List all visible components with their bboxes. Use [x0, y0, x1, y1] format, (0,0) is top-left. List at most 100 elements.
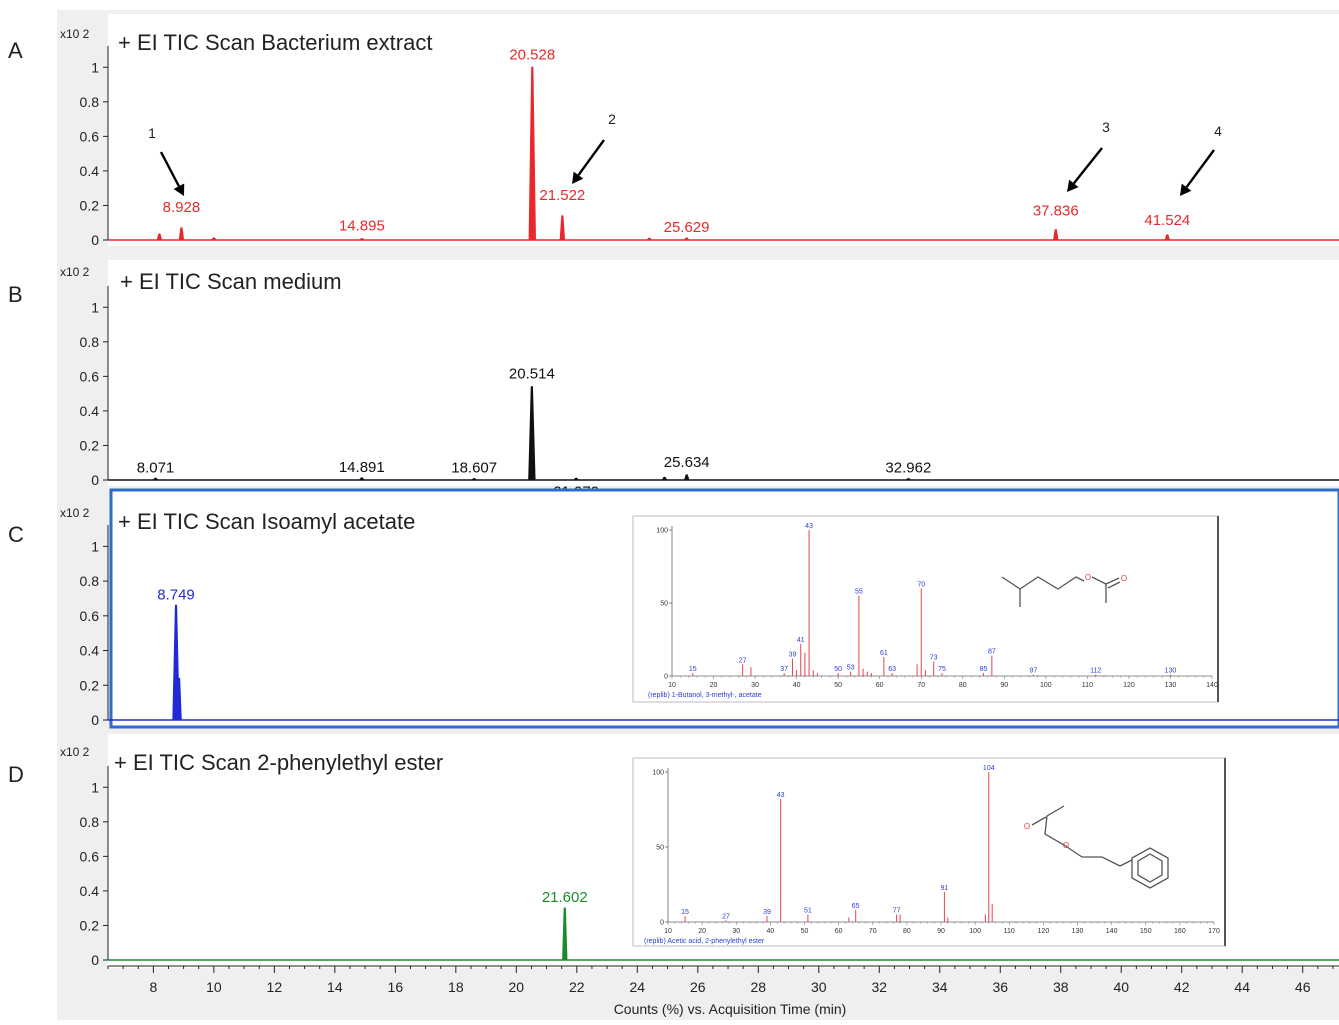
plot-area-a — [108, 14, 1339, 246]
x-tick-label: 10 — [206, 979, 222, 995]
arrow-shaft — [577, 139, 605, 176]
y-tick-label: 0 — [91, 952, 99, 968]
inset-x-tick-label: 20 — [710, 682, 718, 689]
bond-chain — [1001, 576, 1085, 590]
inset-x-tick-label: 120 — [1123, 682, 1135, 689]
peak-label: 25.629 — [664, 219, 710, 236]
ms-peak-label: 37 — [780, 666, 788, 673]
trace-peak — [358, 477, 366, 481]
y-tick-label: 0.6 — [80, 128, 100, 144]
trace-peak — [152, 477, 159, 481]
peak-label: 14.895 — [339, 218, 385, 235]
y-axis-d: 0 0.2 0.4 0.6 0.8 1 — [80, 766, 109, 968]
panel-c: C x10 2 + EI TIC Scan Isoamyl acetate 00… — [8, 488, 1339, 729]
y-tick-label: 0.8 — [80, 334, 100, 350]
y-axis-b: 0 0.2 0.4 0.6 0.8 1 — [80, 286, 109, 488]
inset-y-tick-label: 100 — [652, 770, 664, 777]
trace-peak — [562, 907, 568, 961]
inset-x-tick-label: 80 — [903, 928, 911, 935]
benzene-ring — [1131, 847, 1169, 889]
inset-x-tick-label: 40 — [793, 682, 801, 689]
bond-carbonyl — [1031, 816, 1047, 826]
arrow-number: 3 — [1102, 119, 1110, 135]
peak-labels-c: 8.749 — [157, 586, 195, 603]
inset-y-tick-label: 0 — [664, 674, 668, 681]
x-tick-label: 40 — [1113, 979, 1129, 995]
bond-link — [1119, 859, 1133, 867]
peak-label: 20.528 — [509, 46, 555, 63]
y-tick-label: 0.2 — [80, 197, 100, 213]
chart-title-d: + EI TIC Scan 2-phenylethyl ester — [114, 750, 443, 775]
x-axis-label: Counts (%) vs. Acquisition Time (min) — [614, 1001, 847, 1017]
peak-label: 21.602 — [542, 889, 588, 906]
chart-title-b: + EI TIC Scan medium — [120, 269, 342, 294]
panel-letter-b: B — [8, 282, 23, 307]
inset-x-tick-label: 30 — [751, 682, 759, 689]
y-tick-label: 0.4 — [80, 643, 100, 659]
arrow-number: 4 — [1214, 123, 1222, 139]
ms-peak-label: 63 — [888, 666, 896, 673]
peak-label: 21.522 — [539, 187, 585, 204]
ms-peak-label: 41 — [797, 637, 805, 644]
trace-peak — [646, 237, 653, 241]
y-tick-label: 0.8 — [80, 94, 100, 110]
y-multiplier-b: x10 2 — [60, 265, 90, 279]
inset-frame — [632, 757, 1226, 947]
peak-label: 41.524 — [1144, 212, 1190, 229]
mass-spectrum-inset-d: 0 50 100 10 20 30 40 50 60 70 80 90 100 110 120 130 140 1… — [632, 757, 1226, 947]
x-tick-label: 24 — [630, 979, 646, 995]
peak-label: 20.514 — [509, 366, 555, 383]
trace-a — [108, 66, 1339, 241]
peak-label: 32.962 — [885, 460, 931, 477]
panel-b: B x10 2 + EI TIC Scan medium 00.20.40.60… — [8, 260, 1339, 500]
x-tick-label: 12 — [267, 979, 283, 995]
trace-peak — [572, 477, 580, 481]
trace-peak — [156, 233, 163, 241]
trace-peak — [559, 215, 566, 241]
y-tick-label: 0.6 — [80, 368, 100, 384]
panel-letter-c: C — [8, 522, 24, 547]
inset-x-tick-label: 60 — [876, 682, 884, 689]
y-tick-label: 0 — [91, 712, 99, 728]
trace-peak — [1052, 229, 1059, 241]
trace-peak — [904, 478, 912, 481]
y-tick-label: 0.4 — [80, 883, 100, 899]
y-tick-label: 0.6 — [80, 848, 100, 864]
y-tick-label: 0.4 — [80, 163, 100, 179]
ms-peak-label: 39 — [763, 909, 771, 916]
y-axis-a: 0 0.2 0.4 0.6 0.8 1 — [80, 46, 109, 248]
inset-x-tick-label: 70 — [869, 928, 877, 935]
y-tick-label: 1 — [91, 299, 99, 315]
inset-y-tick-label: 0 — [660, 920, 664, 927]
inset-x-tick-label: 20 — [698, 928, 706, 935]
inset-x-tick-label: 50 — [834, 682, 842, 689]
phenylethyl-acetate-structure: OO — [1024, 805, 1169, 889]
x-tick-label: 16 — [388, 979, 404, 995]
x-axis: 8 10 12 14 16 18 20 22 24 26 28 30 32 34 36 38 40 42 44 46 — [107, 965, 1339, 995]
inset-x-tick-label: 70 — [917, 682, 925, 689]
x-tick-label: 34 — [932, 979, 948, 995]
peak-label: 25.634 — [664, 454, 710, 471]
inset-x-tick-label: 90 — [1000, 682, 1008, 689]
inset-x-tick-label: 100 — [969, 928, 981, 935]
x-tick-label: 26 — [690, 979, 706, 995]
x-tick-label: 36 — [992, 979, 1008, 995]
inset-x-tick-label: 140 — [1106, 928, 1118, 935]
inset-x-tick-label: 130 — [1072, 928, 1084, 935]
ms-peak-label: 15 — [689, 666, 697, 673]
x-tick-label: 32 — [871, 979, 887, 995]
peak-label: 37.836 — [1033, 203, 1079, 220]
inset-y-tick-label: 50 — [656, 845, 664, 852]
inset-x-tick-label: 170 — [1208, 928, 1220, 935]
mass-spectrum-inset-c: 0 50 100 10 20 30 40 50 60 70 80 90 100 110 120 130 140 1… — [632, 515, 1219, 703]
inset-x-tick-label: 130 — [1165, 682, 1177, 689]
oxygen-atom: O — [1063, 841, 1069, 850]
inset-x-tick-label: 50 — [801, 928, 809, 935]
inset-caption: (replib) Acetic acid, 2-phenylethyl este… — [644, 938, 765, 945]
trace-peak — [178, 227, 185, 241]
arrow-number: 1 — [148, 125, 156, 141]
inset-caption: (replib) 1-Butanol, 3-methyl-, acetate — [648, 692, 762, 699]
